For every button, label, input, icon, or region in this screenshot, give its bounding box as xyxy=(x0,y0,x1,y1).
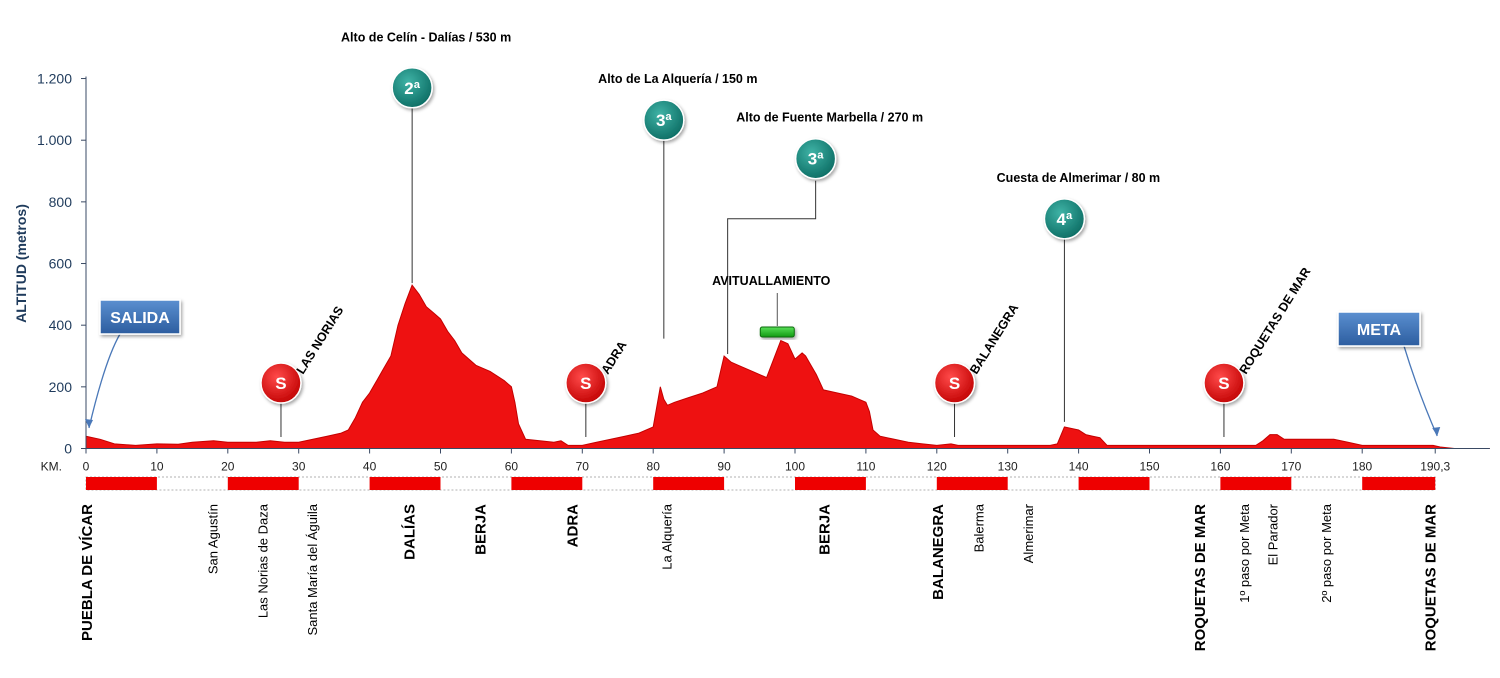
x-tick-label: 180 xyxy=(1352,460,1372,474)
sprint-badge-label: S xyxy=(275,374,286,393)
location-label: La Alquería xyxy=(659,503,674,570)
sprint-badge-label: S xyxy=(949,374,960,393)
section-segment xyxy=(795,477,866,490)
x-tick-label: 120 xyxy=(927,460,947,474)
climb-category-label: 3ª xyxy=(808,150,824,169)
section-segment xyxy=(227,477,299,490)
section-segment xyxy=(1220,477,1292,490)
finish-flag-pointer xyxy=(1403,345,1438,437)
section-segment xyxy=(369,477,441,490)
y-tick-label: 400 xyxy=(49,317,73,333)
x-tick-label: 30 xyxy=(292,460,306,474)
y-axis-title: ALTITUD (metros) xyxy=(13,204,29,323)
profile-area-layer xyxy=(85,284,1490,449)
x-tick-label: 40 xyxy=(363,460,377,474)
finish-flag-box xyxy=(1337,311,1421,347)
section-segment xyxy=(511,477,583,490)
climb-category-label: 2ª xyxy=(404,79,420,98)
sprint-badge xyxy=(565,362,607,404)
sprint-badge-label: S xyxy=(1218,374,1229,393)
x-tick-label: 60 xyxy=(505,460,519,474)
location-label: 1º paso por Meta xyxy=(1237,503,1252,602)
location-label: DALÍAS xyxy=(402,504,419,560)
finish-flag-label: META xyxy=(1357,322,1402,339)
climb-title: Alto de Celín - Dalías / 530 m xyxy=(341,31,511,45)
x-tick-label: 50 xyxy=(434,460,448,474)
elevation-profile-area xyxy=(85,284,1490,449)
distance-sections-layer xyxy=(85,476,1436,491)
x-tick-label: 80 xyxy=(647,460,661,474)
x-tick-label: 100 xyxy=(785,460,805,474)
section-segment xyxy=(1362,477,1436,490)
sprint-location-name: ROQUETAS DE MAR xyxy=(1237,265,1314,376)
x-tick-label: 10 xyxy=(150,460,164,474)
sprint-location-name: ADRA xyxy=(599,339,630,377)
feed-zone-label: AVITUALLAMIENTO xyxy=(712,274,831,288)
start-flag-pointer-arrow xyxy=(85,419,93,428)
x-tick-label: 110 xyxy=(856,460,875,474)
x-tick-label: 90 xyxy=(717,460,731,474)
y-tick-label: 0 xyxy=(64,441,72,457)
sprint-location-name: LAS NORIAS xyxy=(294,304,347,377)
y-tick-label: 1.200 xyxy=(37,71,72,87)
x-tick-label: 130 xyxy=(998,460,1018,474)
x-tick-label-final: 190,3 xyxy=(1420,460,1450,474)
y-tick-label: 200 xyxy=(49,379,73,395)
location-label: San Agustín xyxy=(206,504,221,574)
feed-zone-marker xyxy=(759,326,795,338)
markers-layer: 2ª Alto de Celín - Dalías / 530 m 3ª Alto d… xyxy=(85,31,1441,437)
x-tick-label: 170 xyxy=(1281,460,1301,474)
x-tick-label: 20 xyxy=(221,460,235,474)
location-label: Balerma xyxy=(971,503,986,552)
climb-category-badge xyxy=(794,137,837,180)
x-tick-label: 150 xyxy=(1139,460,1159,474)
climb-title: Alto de Fuente Marbella / 270 m xyxy=(736,111,923,125)
sprint-badge xyxy=(1203,362,1245,404)
finish-flag-pointer-arrow xyxy=(1432,427,1441,436)
section-segment xyxy=(936,477,1008,490)
location-label: ROQUETAS DE MAR xyxy=(1192,504,1209,651)
x-axis-title: KM. xyxy=(41,460,62,474)
start-flag-label: SALIDA xyxy=(110,310,170,327)
climb-category-label: 4ª xyxy=(1057,210,1073,229)
location-label: Almerimar xyxy=(1021,503,1036,563)
x-tick-label: 160 xyxy=(1210,460,1230,474)
x-tick-label: 70 xyxy=(576,460,590,474)
climb-title: Cuesta de Almerimar / 80 m xyxy=(997,171,1161,185)
climb-leader-line xyxy=(727,180,817,355)
location-label: ADRA xyxy=(565,504,582,547)
location-label: Las Norias de Daza xyxy=(255,503,270,618)
section-segment xyxy=(86,477,157,490)
climb-title: Alto de La Alquería / 150 m xyxy=(598,72,757,86)
location-label: 2º paso por Meta xyxy=(1319,503,1334,602)
start-flag-pointer xyxy=(88,333,121,429)
location-label: BERJA xyxy=(472,504,489,555)
location-label: El Parador xyxy=(1266,503,1281,565)
climb-category-badge xyxy=(391,67,433,109)
start-flag-box xyxy=(99,299,181,335)
y-tick-label: 600 xyxy=(49,256,73,272)
x-tick-label: 140 xyxy=(1069,460,1089,474)
section-segment xyxy=(653,477,725,490)
climb-category-badge xyxy=(643,99,685,141)
climb-category-badge xyxy=(1043,198,1086,240)
location-label: Santa María del Águila xyxy=(305,503,320,635)
y-tick-label: 800 xyxy=(49,194,73,210)
sprint-badge-label: S xyxy=(580,374,591,393)
locations-layer: PUEBLA DE VÍCAR San Agustín Las Norias de … xyxy=(79,503,1440,651)
location-label: PUEBLA DE VÍCAR xyxy=(79,504,96,641)
section-segment xyxy=(1078,477,1150,490)
location-label: BERJA xyxy=(816,504,833,555)
axes-layer: 0 200 400 600 800 1.000 1.200 ALTITUD (metros) 0… xyxy=(13,71,1490,474)
location-label: BALANEGRA xyxy=(930,504,947,600)
sprint-location-name: BALANEGRA xyxy=(967,301,1021,376)
sprint-badge xyxy=(260,362,302,404)
y-tick-label: 1.000 xyxy=(37,132,72,148)
sprint-badge xyxy=(933,362,976,404)
x-tick-label: 0 xyxy=(83,460,90,474)
climb-category-label: 3ª xyxy=(656,111,672,130)
location-label: ROQUETAS DE MAR xyxy=(1423,504,1440,651)
